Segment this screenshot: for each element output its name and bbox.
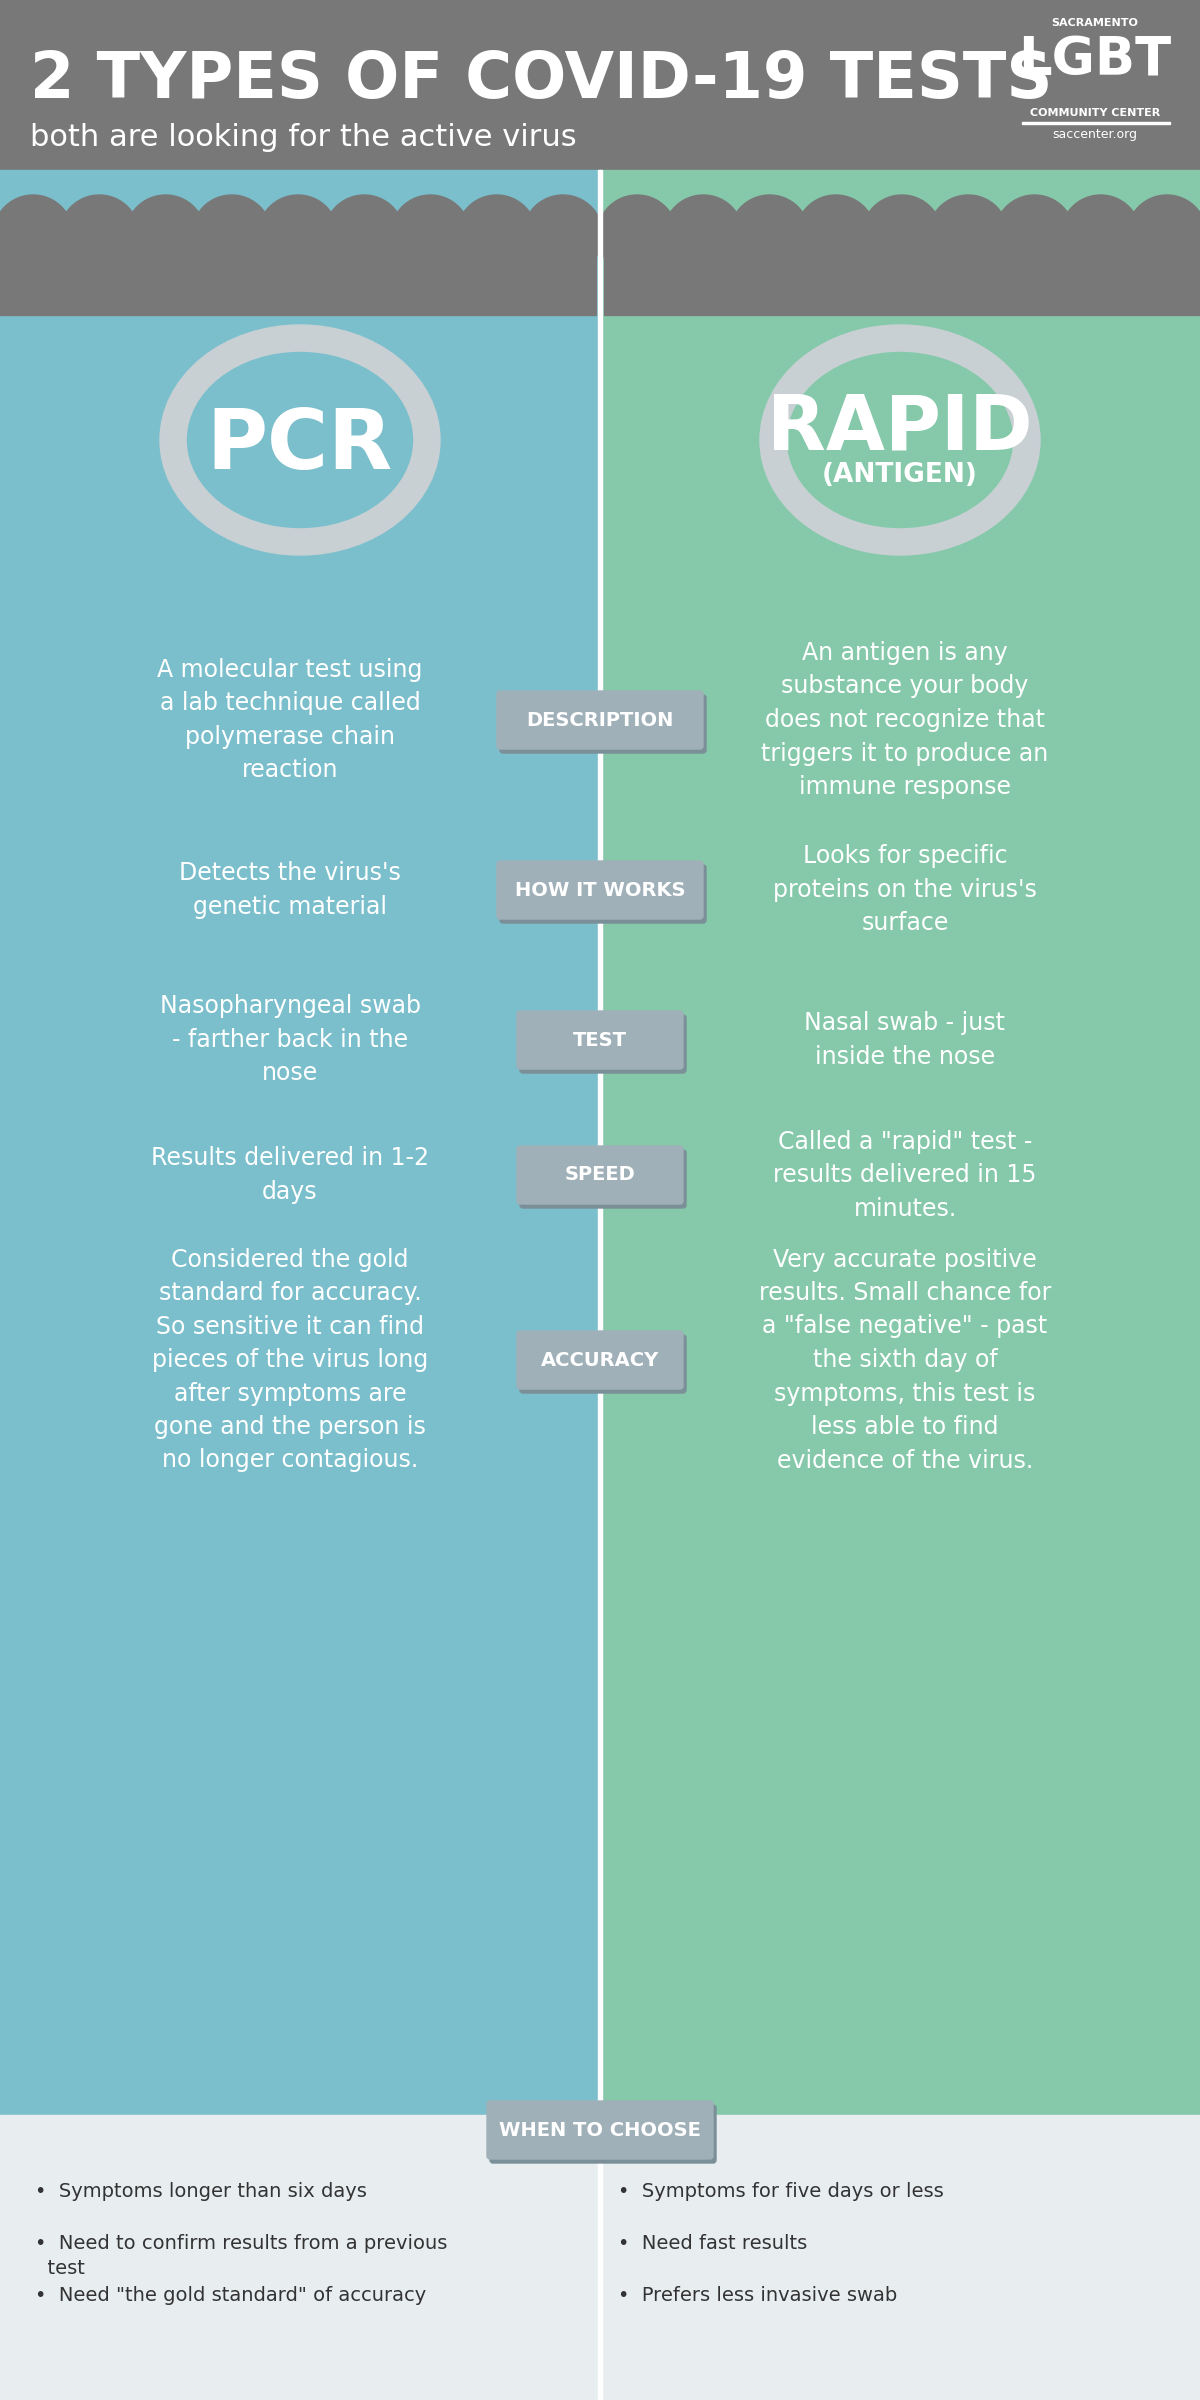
- Text: •  Prefers less invasive swab: • Prefers less invasive swab: [618, 2285, 898, 2304]
- Text: •  Need to confirm results from a previous
  test: • Need to confirm results from a previou…: [35, 2234, 448, 2278]
- FancyBboxPatch shape: [520, 1150, 686, 1207]
- Text: •  Need fast results: • Need fast results: [618, 2234, 808, 2254]
- Text: Very accurate positive
results. Small chance for
a "false negative" - past
the s: Very accurate positive results. Small ch…: [758, 1248, 1051, 1474]
- FancyBboxPatch shape: [500, 696, 706, 754]
- Text: COMMUNITY CENTER: COMMUNITY CENTER: [1030, 108, 1160, 118]
- Ellipse shape: [760, 324, 1040, 554]
- Text: Results delivered in 1-2
days: Results delivered in 1-2 days: [151, 1147, 430, 1205]
- Bar: [0, 0, 1200, 170]
- Text: SACRAMENTO: SACRAMENTO: [1051, 17, 1139, 29]
- Text: DESCRIPTION: DESCRIPTION: [527, 710, 673, 730]
- Circle shape: [324, 194, 404, 276]
- FancyBboxPatch shape: [500, 864, 706, 924]
- Text: Nasal swab - just
inside the nose: Nasal swab - just inside the nose: [804, 1010, 1006, 1068]
- FancyBboxPatch shape: [487, 2100, 713, 2160]
- Circle shape: [126, 194, 205, 276]
- Circle shape: [59, 194, 139, 276]
- Text: A molecular test using
a lab technique called
polymerase chain
reaction: A molecular test using a lab technique c…: [157, 658, 422, 782]
- Text: SPEED: SPEED: [565, 1166, 635, 1186]
- Bar: [0, 170, 600, 2400]
- Text: RAPID: RAPID: [767, 391, 1033, 466]
- Text: Nasopharyngeal swab
- farther back in the
nose: Nasopharyngeal swab - farther back in th…: [160, 994, 420, 1085]
- Text: saccenter.org: saccenter.org: [1052, 127, 1138, 142]
- FancyBboxPatch shape: [520, 1015, 686, 1073]
- Bar: [600, 170, 1200, 2400]
- FancyBboxPatch shape: [517, 1332, 683, 1390]
- FancyBboxPatch shape: [497, 862, 703, 919]
- FancyBboxPatch shape: [490, 2105, 716, 2162]
- Circle shape: [457, 194, 536, 276]
- Text: Called a "rapid" test -
results delivered in 15
minutes.: Called a "rapid" test - results delivere…: [773, 1130, 1037, 1222]
- Bar: [0, 235, 596, 314]
- Text: Looks for specific
proteins on the virus's
surface: Looks for specific proteins on the virus…: [773, 845, 1037, 936]
- Text: ACCURACY: ACCURACY: [541, 1351, 659, 1370]
- Circle shape: [730, 194, 810, 276]
- Circle shape: [1061, 194, 1141, 276]
- Bar: [0, 2114, 1200, 2400]
- Text: Detects the virus's
genetic material: Detects the virus's genetic material: [179, 862, 401, 919]
- Ellipse shape: [160, 324, 440, 554]
- Ellipse shape: [187, 353, 413, 528]
- Text: (ANTIGEN): (ANTIGEN): [822, 461, 978, 487]
- Text: both are looking for the active virus: both are looking for the active virus: [30, 122, 577, 154]
- Text: •  Need "the gold standard" of accuracy: • Need "the gold standard" of accuracy: [35, 2285, 426, 2304]
- Text: PCR: PCR: [206, 406, 394, 485]
- Circle shape: [523, 194, 602, 276]
- Circle shape: [1127, 194, 1200, 276]
- Circle shape: [598, 194, 677, 276]
- Text: •  Symptoms for five days or less: • Symptoms for five days or less: [618, 2182, 943, 2201]
- Circle shape: [192, 194, 271, 276]
- Circle shape: [796, 194, 876, 276]
- Circle shape: [258, 194, 338, 276]
- FancyBboxPatch shape: [517, 1145, 683, 1205]
- Circle shape: [0, 194, 73, 276]
- Text: LGBT: LGBT: [1019, 36, 1171, 86]
- Text: TEST: TEST: [574, 1030, 628, 1049]
- Circle shape: [995, 194, 1074, 276]
- Text: •  Symptoms longer than six days: • Symptoms longer than six days: [35, 2182, 367, 2201]
- Text: 2 TYPES OF COVID-19 TESTS: 2 TYPES OF COVID-19 TESTS: [30, 48, 1052, 110]
- FancyBboxPatch shape: [497, 691, 703, 749]
- Ellipse shape: [787, 353, 1013, 528]
- Circle shape: [929, 194, 1008, 276]
- Text: An antigen is any
substance your body
does not recognize that
triggers it to pro: An antigen is any substance your body do…: [761, 641, 1049, 799]
- Circle shape: [390, 194, 470, 276]
- Circle shape: [862, 194, 942, 276]
- Bar: [604, 235, 1200, 314]
- Text: WHEN TO CHOOSE: WHEN TO CHOOSE: [499, 2122, 701, 2138]
- Circle shape: [664, 194, 743, 276]
- FancyBboxPatch shape: [520, 1334, 686, 1392]
- Text: HOW IT WORKS: HOW IT WORKS: [515, 881, 685, 900]
- Bar: [598, 170, 602, 2400]
- Text: Considered the gold
standard for accuracy.
So sensitive it can find
pieces of th: Considered the gold standard for accurac…: [152, 1248, 428, 1474]
- FancyBboxPatch shape: [517, 1010, 683, 1068]
